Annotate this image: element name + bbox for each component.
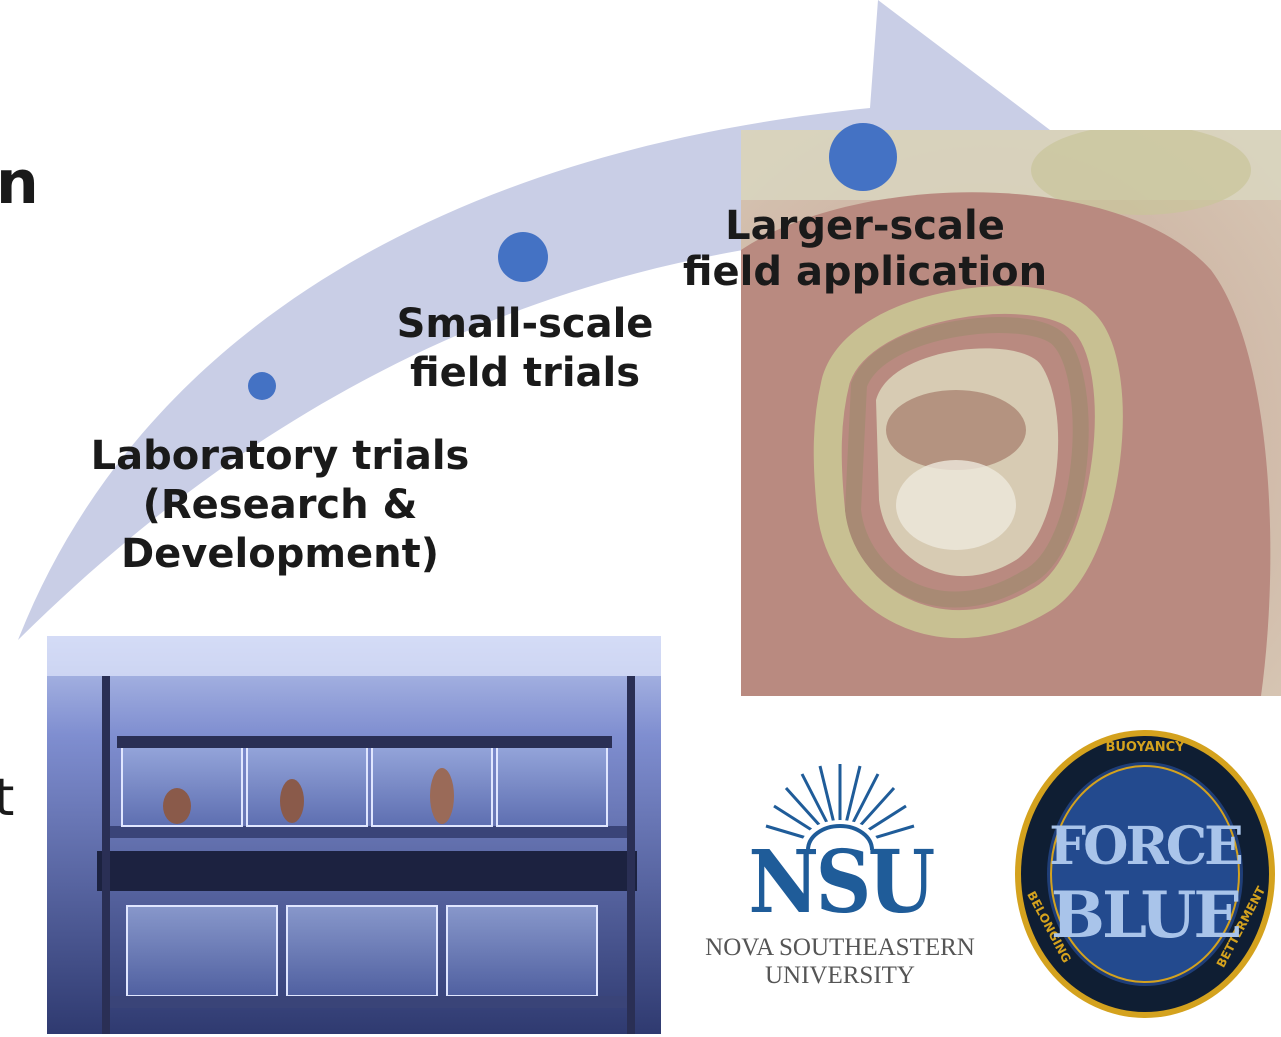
sunburst-icon [765, 764, 915, 850]
force-blue-arc-top: BUOYANCY [1105, 740, 1185, 755]
nsu-name-line1: NOVA SOUTHEASTERN [705, 934, 975, 961]
stage-label-line: Small-scale [396, 301, 654, 347]
stage-marker-medium [498, 232, 548, 282]
stage-label-line: field application [682, 248, 1048, 295]
stage-marker-large [829, 123, 897, 191]
stage-label-line: field trials [409, 349, 641, 396]
stage-label-line: (Research & [142, 481, 418, 528]
stage-label-line: Laboratory trials [90, 433, 470, 479]
stage-label-laboratory: Laboratory trials (Research & Developmen… [70, 432, 490, 578]
nsu-logo: NSU NOVA SOUTHEASTERN UNIVERSITY [680, 760, 1000, 1000]
stage-label-line: Larger-scale [725, 203, 1005, 249]
force-blue-logo: BUOYANCY BELONGING BETTERMENT FORCE BLUE [1013, 728, 1277, 1020]
cropped-heading-fragment: n [0, 148, 39, 218]
stage-label-line: Development) [120, 530, 440, 577]
stage-label-larger-scale: Larger-scale field application [670, 203, 1060, 295]
lab-aquarium-photo [47, 636, 661, 1034]
nsu-name-line2: UNIVERSITY [765, 962, 915, 989]
nsu-mark: NSU [748, 832, 935, 933]
coral-treatment-photo [741, 130, 1281, 696]
force-blue-word1: FORCE [1049, 816, 1243, 877]
stage-label-small-scale: Small-scale field trials [380, 300, 670, 398]
stage-marker-small [248, 372, 276, 400]
force-blue-word2: BLUE [1050, 878, 1242, 953]
cropped-text-fragment: t [0, 768, 15, 828]
